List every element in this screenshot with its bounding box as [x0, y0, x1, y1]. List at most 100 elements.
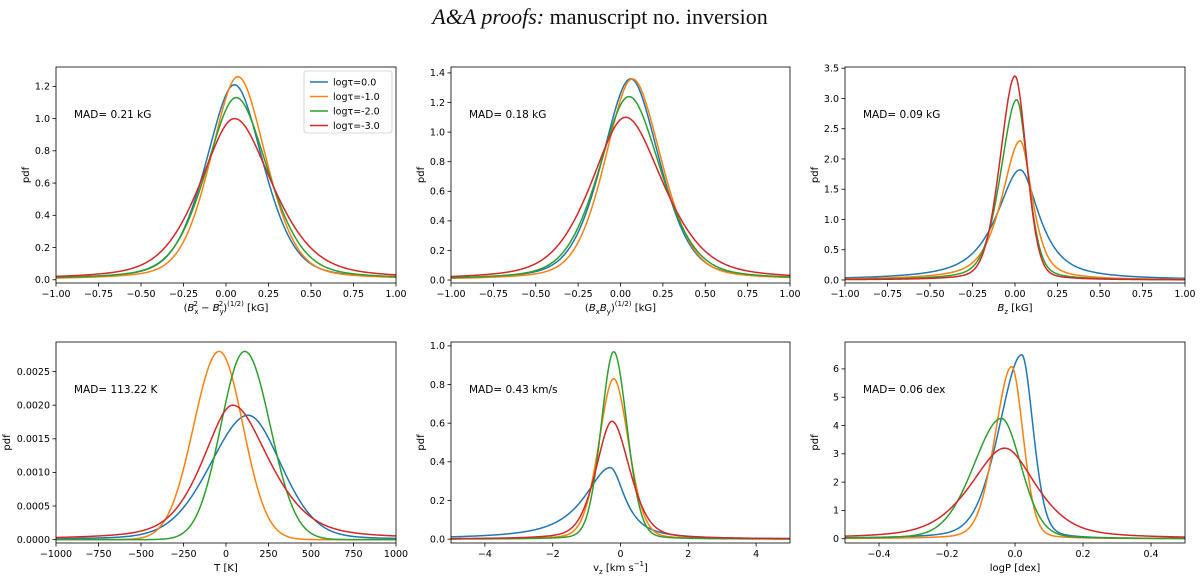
title-manuscript: manuscript no. inversion: [544, 4, 768, 29]
y-axis-label: pdf: [416, 434, 427, 451]
series-line-4: [56, 117, 396, 278]
series-line-4: [451, 116, 790, 278]
y-axis-label: pdf: [810, 434, 821, 451]
mad-annotation: MAD= 0.06 dex: [863, 384, 945, 396]
axes-frame: [844, 66, 1186, 284]
x-tick-label: −0.25: [564, 289, 593, 300]
x-tick-label: 750: [344, 549, 362, 560]
y-tick-label: 0.0: [430, 534, 445, 545]
y-axis-label: pdf: [2, 434, 13, 451]
x-tick-label: −4: [478, 549, 492, 560]
y-tick-label: 2: [833, 477, 839, 488]
x-tick-label: 1.00: [1174, 289, 1195, 300]
y-tick-label: 0.8: [430, 157, 445, 168]
y-axis-label: pdf: [810, 166, 821, 183]
x-tick-label: 1000: [384, 549, 408, 560]
mad-annotation: MAD= 0.43 km/s: [469, 384, 558, 396]
x-tick-label: 0.25: [1047, 289, 1068, 300]
x-tick-label: 0.00: [610, 289, 631, 300]
y-tick-label: 0.0: [430, 275, 445, 286]
legend: logτ=0.0 logτ=-1.0 logτ=-2.0 logτ=-3.0: [303, 70, 393, 134]
series-line-4: [56, 404, 396, 539]
series-line-1: [56, 414, 396, 540]
series-line-3: [451, 350, 790, 540]
page-title: A&A proofs: manuscript no. inversion: [0, 4, 1200, 30]
x-tick-label: −0.75: [479, 289, 508, 300]
y-tick-label: 1.2: [35, 82, 50, 93]
y-tick-label: 3.5: [824, 64, 839, 75]
x-tick-label: −0.25: [958, 289, 987, 300]
y-tick-label: 2.5: [824, 124, 839, 135]
x-tick-label: −0.75: [84, 289, 113, 300]
y-tick-label: 0.8: [35, 146, 50, 157]
y-tick-label: 1.2: [430, 98, 445, 109]
legend-entry-label: logτ=-2.0: [333, 106, 380, 117]
y-tick-label: 1.0: [430, 341, 445, 352]
x-tick-label: 0.75: [1132, 289, 1153, 300]
x-tick-label: 0.50: [695, 289, 716, 300]
y-tick-label: 1.4: [430, 68, 445, 79]
y-tick-label: 3: [833, 449, 839, 460]
series-line-1: [451, 466, 790, 540]
y-tick-label: 0.0005: [17, 501, 50, 512]
x-tick-label: −1.00: [41, 289, 70, 300]
x-tick-label: 0.75: [343, 289, 364, 300]
series-line-2: [451, 78, 790, 280]
y-tick-label: 0.4: [430, 457, 445, 468]
y-tick-label: 0.6: [35, 178, 50, 189]
series-line-2: [56, 75, 396, 279]
y-tick-label: 0.2: [35, 243, 50, 254]
x-tick-label: −0.4: [867, 549, 890, 560]
x-axis-label: logP [dex]: [990, 563, 1041, 574]
x-tick-label: 0.2: [1075, 549, 1090, 560]
x-tick-label: 1.00: [385, 289, 406, 300]
y-tick-label: 0.2: [430, 496, 445, 507]
x-tick-label: 0.50: [300, 289, 321, 300]
x-tick-label: −2: [546, 549, 560, 560]
y-tick-label: 0.0: [824, 275, 839, 286]
y-tick-label: 0.0000: [17, 535, 50, 546]
x-tick-label: 0: [223, 549, 229, 560]
x-tick-label: −1.00: [436, 289, 465, 300]
y-tick-label: 0.0015: [17, 434, 50, 445]
legend-entry-label: logτ=-1.0: [333, 92, 380, 103]
y-tick-label: 3.0: [824, 94, 839, 105]
x-tick-label: 0.0: [1007, 549, 1022, 560]
y-tick-label: 0.0: [35, 275, 50, 286]
x-axis-label: (Bx2 − By2)(1/2) [kG]: [184, 300, 269, 316]
y-tick-label: 0.8: [430, 380, 445, 391]
x-tick-label: 500: [302, 549, 320, 560]
y-axis-label: pdf: [416, 166, 427, 183]
x-tick-label: 0.25: [258, 289, 279, 300]
x-tick-label: 0.00: [215, 289, 236, 300]
y-tick-label: 0.0025: [17, 367, 50, 378]
y-tick-label: 0.6: [430, 418, 445, 429]
chart-panel-1: −1.00 −0.75 −0.50 −0.25 0.00 0.25 0.50 0.75 1.00…: [21, 66, 407, 316]
legend-entry-label: logτ=-3.0: [333, 121, 380, 132]
y-tick-label: 1.0: [430, 127, 445, 138]
y-tick-label: 2.0: [824, 154, 839, 165]
x-tick-label: 0.50: [1089, 289, 1110, 300]
mad-annotation: MAD= 113.22 K: [74, 384, 159, 396]
x-tick-label: −0.50: [915, 289, 944, 300]
y-axis-label: pdf: [21, 166, 32, 183]
x-tick-label: 0.25: [652, 289, 673, 300]
series-line-2: [845, 140, 1185, 281]
legend-entry-label: logτ=0.0: [333, 77, 376, 88]
series-line-4: [845, 447, 1185, 538]
y-tick-label: 0.5: [824, 245, 839, 256]
y-tick-label: 6: [833, 364, 839, 375]
x-tick-label: 1.00: [779, 289, 800, 300]
series-line-3: [845, 417, 1185, 540]
x-tick-label: 0.4: [1143, 549, 1158, 560]
x-tick-label: −0.50: [521, 289, 550, 300]
series-line-3: [56, 350, 396, 541]
series-line-3: [56, 96, 396, 279]
x-tick-label: −0.2: [935, 549, 958, 560]
x-axis-label: vz [km s−1]: [593, 560, 648, 576]
x-tick-label: −0.50: [126, 289, 155, 300]
legend-box: [303, 70, 393, 134]
x-tick-label: −0.75: [873, 289, 902, 300]
x-tick-label: 250: [259, 549, 277, 560]
